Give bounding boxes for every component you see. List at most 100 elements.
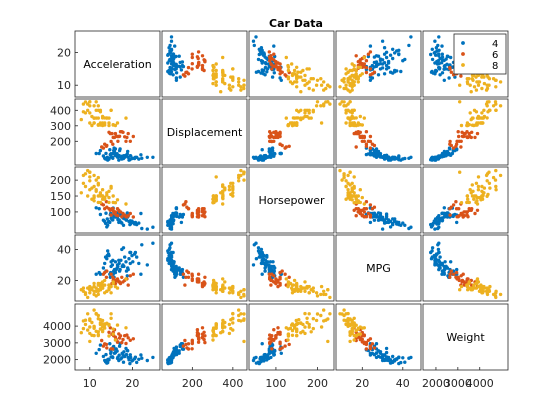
data-point-cyl-4 — [374, 151, 379, 156]
data-point-cyl-8 — [309, 288, 313, 292]
data-point-cyl-4 — [380, 356, 385, 361]
data-point-cyl-8 — [465, 123, 469, 128]
data-point-cyl-8 — [113, 201, 118, 205]
data-point-cyl-8 — [231, 184, 235, 189]
data-point-cyl-4 — [382, 52, 387, 56]
data-point-cyl-8 — [322, 289, 326, 293]
panel-weight-vs-acceleration: 2000 3000 4000 10 20 — [43, 303, 161, 390]
data-point-cyl-6 — [362, 334, 366, 338]
data-point-cyl-6 — [475, 131, 480, 136]
data-point-cyl-6 — [454, 207, 459, 211]
data-point-cyl-4 — [111, 258, 115, 262]
data-point-cyl-6 — [465, 135, 469, 140]
data-point-cyl-8 — [109, 312, 113, 316]
data-point-cyl-4 — [397, 220, 401, 225]
data-point-cyl-6 — [113, 131, 118, 136]
data-point-cyl-4 — [368, 44, 373, 48]
data-point-cyl-8 — [360, 123, 364, 127]
data-point-cyl-4 — [113, 151, 117, 156]
data-point-cyl-4 — [380, 39, 385, 43]
data-point-cyl-6 — [272, 274, 276, 278]
data-point-cyl-8 — [498, 104, 503, 108]
data-point-cyl-4 — [256, 249, 261, 253]
data-point-cyl-8 — [307, 111, 311, 115]
data-point-cyl-8 — [90, 123, 94, 128]
data-point-cyl-4 — [434, 53, 438, 57]
data-point-cyl-4 — [124, 218, 129, 222]
data-point-cyl-8 — [494, 102, 498, 106]
data-point-cyl-8 — [92, 173, 96, 178]
data-point-cyl-4 — [447, 146, 452, 150]
data-point-cyl-8 — [231, 191, 235, 195]
data-point-cyl-8 — [107, 283, 111, 287]
data-point-cyl-4 — [438, 73, 442, 77]
data-point-cyl-4 — [166, 53, 170, 57]
data-point-cyl-4 — [103, 221, 108, 226]
data-point-cyl-6 — [465, 277, 469, 281]
data-point-cyl-4 — [263, 65, 268, 70]
data-point-cyl-8 — [481, 121, 485, 125]
data-point-cyl-8 — [214, 175, 218, 179]
data-point-cyl-4 — [442, 58, 446, 63]
data-point-cyl-4 — [433, 155, 438, 159]
data-point-cyl-4 — [101, 154, 106, 158]
data-point-cyl-4 — [124, 260, 128, 264]
data-point-cyl-8 — [303, 289, 307, 293]
data-point-cyl-6 — [364, 59, 369, 63]
data-point-cyl-8 — [475, 80, 479, 84]
data-point-cyl-8 — [322, 308, 326, 312]
data-point-cyl-6 — [112, 277, 116, 281]
data-point-cyl-8 — [494, 184, 498, 189]
data-point-cyl-8 — [358, 332, 362, 336]
data-point-cyl-6 — [120, 340, 124, 345]
data-point-cyl-8 — [352, 322, 356, 326]
data-point-cyl-8 — [221, 326, 225, 330]
data-point-cyl-4 — [168, 65, 172, 70]
data-point-cyl-8 — [356, 80, 360, 84]
data-point-cyl-8 — [242, 178, 246, 182]
data-point-cyl-8 — [286, 68, 291, 73]
data-point-cyl-4 — [442, 214, 447, 219]
data-point-cyl-4 — [177, 349, 181, 353]
data-point-cyl-4 — [455, 267, 459, 272]
data-point-cyl-4 — [118, 147, 122, 151]
data-point-cyl-8 — [338, 312, 342, 316]
data-point-cyl-8 — [79, 331, 84, 335]
data-point-cyl-4 — [151, 155, 155, 159]
data-point-cyl-6 — [125, 333, 129, 337]
data-point-cyl-8 — [328, 295, 332, 300]
data-point-cyl-8 — [352, 73, 356, 78]
data-point-cyl-4 — [397, 52, 401, 57]
data-point-cyl-8 — [493, 78, 498, 83]
data-point-cyl-6 — [267, 272, 271, 276]
data-point-cyl-4 — [127, 257, 131, 261]
data-point-cyl-4 — [181, 347, 186, 351]
data-point-cyl-4 — [384, 55, 389, 60]
data-point-cyl-4 — [112, 146, 116, 150]
data-point-cyl-8 — [214, 62, 218, 66]
data-point-cyl-6 — [190, 214, 194, 218]
data-point-cyl-8 — [288, 326, 293, 330]
data-point-cyl-4 — [131, 260, 135, 264]
x-tick-label: 40 — [396, 377, 410, 390]
data-point-cyl-6 — [131, 337, 135, 341]
data-point-cyl-8 — [109, 108, 113, 113]
data-point-cyl-8 — [311, 88, 315, 92]
data-point-cyl-8 — [286, 334, 291, 338]
data-point-cyl-8 — [487, 83, 491, 87]
data-point-cyl-8 — [90, 320, 94, 325]
data-point-cyl-4 — [430, 223, 435, 227]
data-point-cyl-8 — [79, 191, 84, 195]
data-point-cyl-4 — [177, 54, 181, 58]
data-point-cyl-4 — [174, 64, 179, 68]
data-point-cyl-4 — [140, 243, 144, 247]
data-point-cyl-8 — [458, 83, 462, 87]
data-point-cyl-4 — [368, 220, 373, 225]
data-point-cyl-4 — [168, 360, 172, 364]
data-point-cyl-6 — [368, 344, 373, 348]
data-point-cyl-8 — [476, 280, 481, 284]
data-point-cyl-8 — [239, 312, 243, 316]
data-point-cyl-8 — [81, 319, 86, 323]
data-point-cyl-8 — [214, 83, 218, 87]
